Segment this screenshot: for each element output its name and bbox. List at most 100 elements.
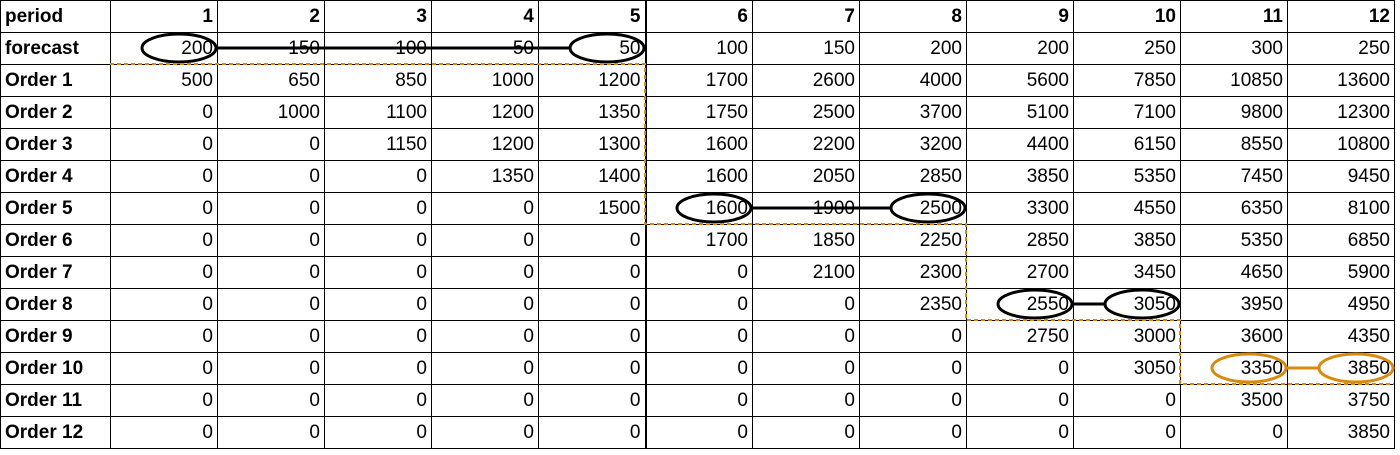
value-cell[interactable]: 4000 [859,64,967,97]
value-cell[interactable]: 0 [1073,384,1181,417]
value-cell[interactable]: 1100 [324,96,432,129]
value-cell[interactable]: 1850 [752,224,860,257]
value-cell[interactable]: 0 [217,320,325,353]
value-cell[interactable]: 0 [217,256,325,289]
value-cell[interactable]: 250 [1073,32,1181,65]
value-cell[interactable]: 0 [110,416,218,449]
row-label[interactable]: Order 11 [0,384,111,417]
value-cell[interactable]: 0 [324,256,432,289]
period-cell[interactable]: 12 [1287,0,1395,33]
value-cell[interactable]: 4650 [1180,256,1288,289]
period-cell[interactable]: 8 [859,0,967,33]
value-cell[interactable]: 7100 [1073,96,1181,129]
period-cell[interactable]: 2 [217,0,325,33]
value-cell[interactable]: 3950 [1180,288,1288,321]
value-cell[interactable]: 0 [859,384,967,417]
value-cell[interactable]: 5350 [1073,160,1181,193]
period-cell[interactable]: 10 [1073,0,1181,33]
value-cell[interactable]: 5100 [966,96,1074,129]
period-cell[interactable]: 5 [538,0,647,33]
value-cell[interactable]: 3600 [1180,320,1288,353]
value-cell[interactable]: 3850 [1287,416,1395,449]
value-cell[interactable]: 300 [1180,32,1288,65]
value-cell[interactable]: 150 [752,32,860,65]
value-cell[interactable]: 0 [431,384,539,417]
value-cell[interactable]: 0 [110,320,218,353]
period-cell[interactable]: 1 [110,0,218,33]
row-label[interactable]: Order 1 [0,64,111,97]
value-cell[interactable]: 1350 [538,96,647,129]
value-cell[interactable]: 0 [538,416,647,449]
value-cell[interactable]: 1200 [431,128,539,161]
value-cell[interactable]: 1750 [645,96,753,129]
value-cell[interactable]: 0 [110,352,218,385]
value-cell[interactable]: 2300 [859,256,967,289]
value-cell[interactable]: 1600 [645,128,753,161]
period-cell[interactable]: 4 [431,0,539,33]
value-cell[interactable]: 3850 [1287,352,1395,385]
value-cell[interactable]: 0 [538,352,647,385]
value-cell[interactable]: 0 [431,256,539,289]
value-cell[interactable]: 1500 [538,192,647,225]
value-cell[interactable]: 200 [110,32,218,65]
value-cell[interactable]: 0 [431,416,539,449]
value-cell[interactable]: 0 [431,224,539,257]
value-cell[interactable]: 0 [752,288,860,321]
row-label[interactable]: Order 2 [0,96,111,129]
value-cell[interactable]: 1000 [217,96,325,129]
value-cell[interactable]: 3700 [859,96,967,129]
value-cell[interactable]: 0 [431,352,539,385]
value-cell[interactable]: 5350 [1180,224,1288,257]
value-cell[interactable]: 0 [110,288,218,321]
value-cell[interactable]: 0 [1180,416,1288,449]
value-cell[interactable]: 0 [324,288,432,321]
value-cell[interactable]: 13600 [1287,64,1395,97]
value-cell[interactable]: 200 [859,32,967,65]
value-cell[interactable]: 0 [538,224,647,257]
value-cell[interactable]: 0 [752,352,860,385]
value-cell[interactable]: 7850 [1073,64,1181,97]
value-cell[interactable]: 4400 [966,128,1074,161]
row-label[interactable]: Order 12 [0,416,111,449]
value-cell[interactable]: 2200 [752,128,860,161]
value-cell[interactable]: 2750 [966,320,1074,353]
value-cell[interactable]: 0 [110,96,218,129]
period-cell[interactable]: 7 [752,0,860,33]
value-cell[interactable]: 3350 [1180,352,1288,385]
value-cell[interactable]: 1150 [324,128,432,161]
value-cell[interactable]: 0 [538,384,647,417]
value-cell[interactable]: 0 [645,384,753,417]
value-cell[interactable]: 5600 [966,64,1074,97]
value-cell[interactable]: 0 [324,192,432,225]
value-cell[interactable]: 1200 [538,64,647,97]
period-cell[interactable]: 3 [324,0,432,33]
value-cell[interactable]: 3850 [1073,224,1181,257]
value-cell[interactable]: 0 [645,352,753,385]
period-cell[interactable]: 6 [645,0,753,33]
value-cell[interactable]: 3450 [1073,256,1181,289]
value-cell[interactable]: 0 [645,320,753,353]
value-cell[interactable]: 2850 [966,224,1074,257]
value-cell[interactable]: 3050 [1073,352,1181,385]
value-cell[interactable]: 0 [645,256,753,289]
value-cell[interactable]: 2350 [859,288,967,321]
row-label[interactable]: Order 3 [0,128,111,161]
value-cell[interactable]: 2100 [752,256,860,289]
value-cell[interactable]: 0 [217,416,325,449]
value-cell[interactable]: 3500 [1180,384,1288,417]
value-cell[interactable]: 0 [217,384,325,417]
value-cell[interactable]: 2700 [966,256,1074,289]
row-label[interactable]: Order 9 [0,320,111,353]
value-cell[interactable]: 10800 [1287,128,1395,161]
value-cell[interactable]: 1700 [645,64,753,97]
value-cell[interactable]: 0 [431,192,539,225]
value-cell[interactable]: 0 [110,192,218,225]
value-cell[interactable]: 200 [966,32,1074,65]
value-cell[interactable]: 12300 [1287,96,1395,129]
value-cell[interactable]: 6850 [1287,224,1395,257]
value-cell[interactable]: 250 [1287,32,1395,65]
value-cell[interactable]: 4550 [1073,192,1181,225]
value-cell[interactable]: 0 [538,256,647,289]
value-cell[interactable]: 0 [431,320,539,353]
value-cell[interactable]: 2550 [966,288,1074,321]
